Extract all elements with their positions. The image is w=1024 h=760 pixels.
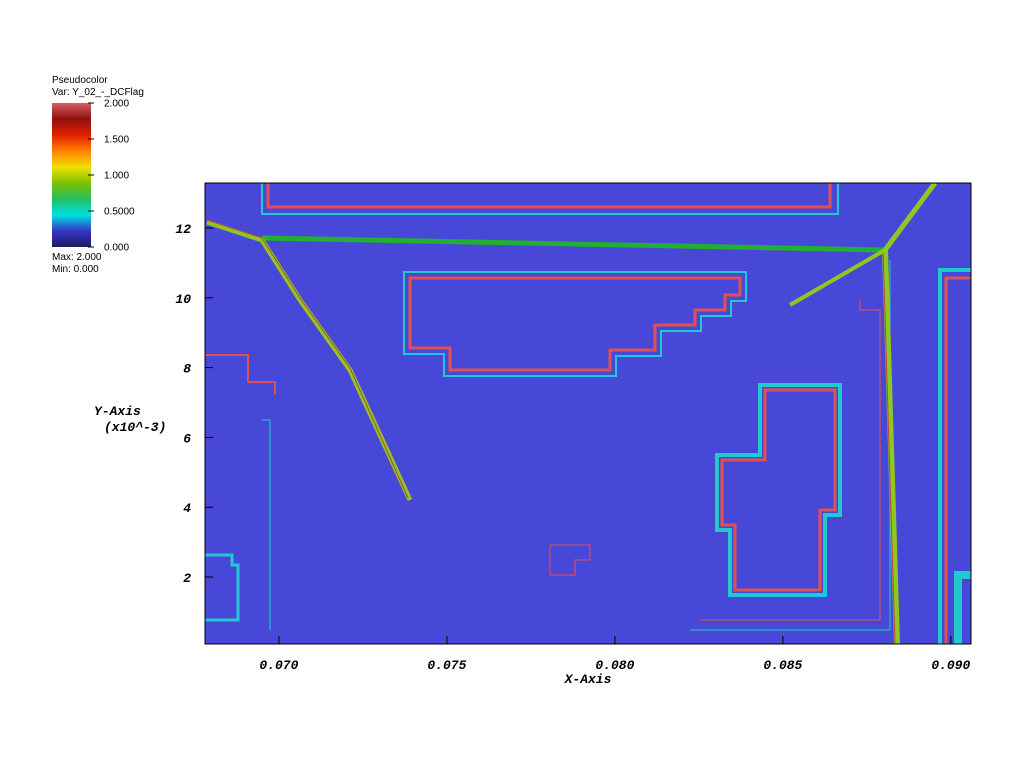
y-axis-label: Y-Axis (94, 404, 141, 419)
x-tick-label: 0.070 (259, 658, 298, 673)
y-tick-label: 6 (183, 431, 191, 446)
y-tick-label: 10 (175, 292, 191, 307)
legend-tick-label: 1.500 (104, 135, 129, 146)
plot-frame (204, 182, 972, 645)
y-tick-label: 4 (183, 501, 191, 516)
x-tick-label: 0.085 (763, 658, 802, 673)
field (205, 183, 971, 644)
y-tick-label: 8 (183, 362, 191, 377)
y-tick-label: 2 (183, 571, 191, 586)
legend-tick-label: 2.000 (104, 99, 129, 110)
x-tick-label: 0.075 (427, 658, 466, 673)
legend-max: Max: 2.000 (52, 252, 102, 263)
x-tick-label: 0.090 (931, 658, 970, 673)
legend-title: Pseudocolor (52, 75, 108, 86)
field-features (205, 183, 971, 644)
legend-variable: Var: Y_02_-_DCFlag (52, 87, 144, 98)
colorbar (52, 103, 91, 247)
legend-tick-label: 0.5000 (104, 207, 135, 218)
legend-tick-label: 0.000 (104, 243, 129, 254)
legend-tick-label: 1.000 (104, 171, 129, 182)
y-axis-units: (x10^-3) (104, 420, 166, 435)
legend-min: Min: 0.000 (52, 264, 99, 275)
x-tick-label: 0.080 (595, 658, 634, 673)
x-axis-label: X-Axis (564, 672, 612, 687)
y-tick-label: 12 (175, 222, 191, 237)
